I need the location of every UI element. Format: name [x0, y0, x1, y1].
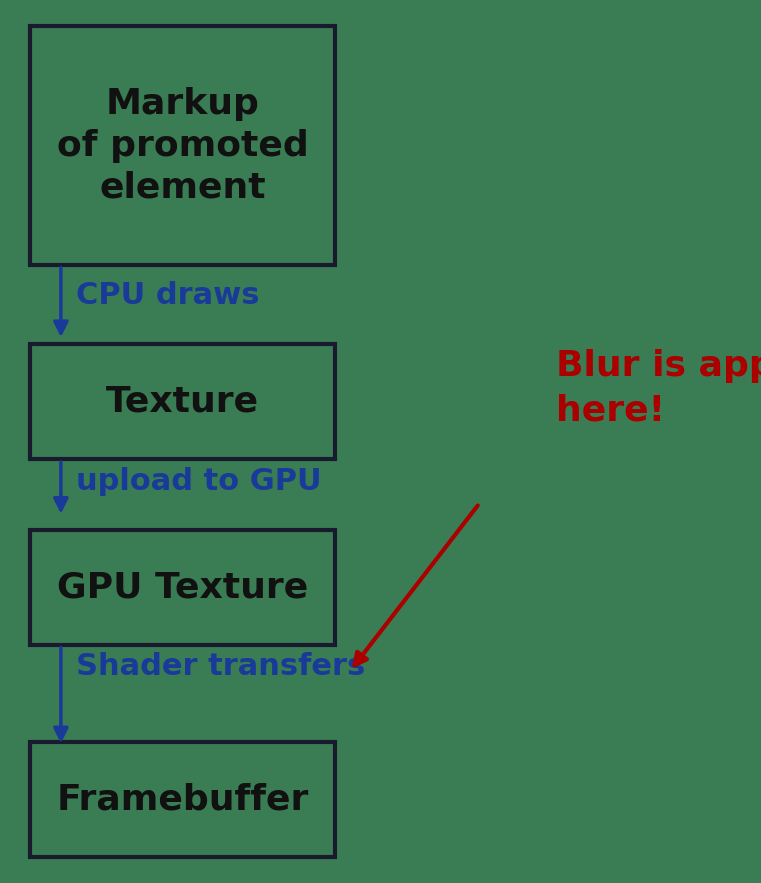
Text: GPU Texture: GPU Texture	[57, 570, 308, 604]
Text: CPU draws: CPU draws	[76, 282, 260, 310]
Text: upload to GPU: upload to GPU	[76, 467, 322, 495]
Text: Blur is applied
here!: Blur is applied here!	[556, 349, 761, 428]
FancyBboxPatch shape	[30, 530, 335, 645]
FancyBboxPatch shape	[30, 26, 335, 265]
Text: Framebuffer: Framebuffer	[56, 782, 309, 816]
Text: Shader transfers: Shader transfers	[76, 653, 365, 681]
Text: Texture: Texture	[106, 385, 260, 419]
Text: Markup
of promoted
element: Markup of promoted element	[57, 87, 308, 205]
FancyBboxPatch shape	[30, 344, 335, 459]
FancyBboxPatch shape	[30, 742, 335, 857]
